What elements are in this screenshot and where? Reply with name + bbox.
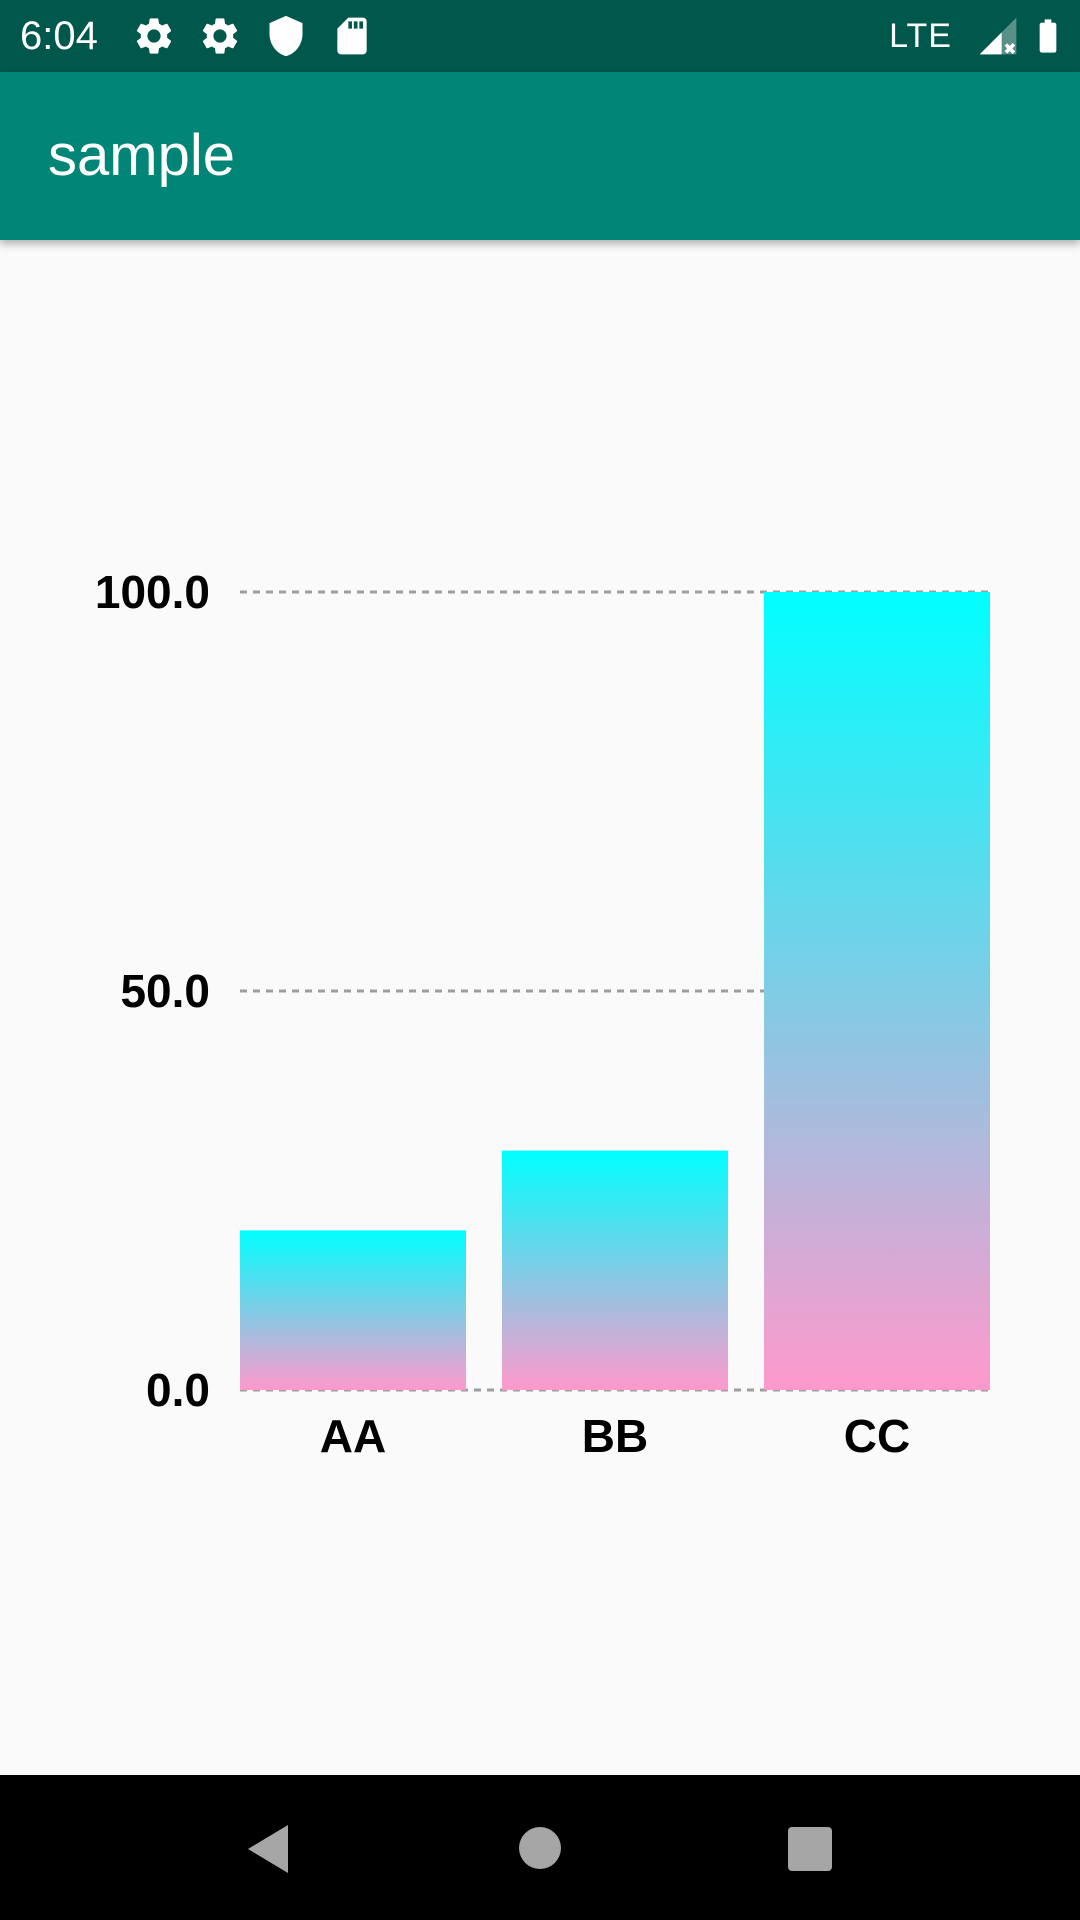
settings-icon <box>202 18 238 54</box>
x-tick-label: BB <box>582 1410 648 1462</box>
sd-card-icon <box>337 17 367 55</box>
recents-icon[interactable] <box>787 1826 833 1872</box>
y-tick-label: 0.0 <box>146 1364 210 1416</box>
x-tick-label: AA <box>320 1410 386 1462</box>
battery-icon <box>1039 19 1057 53</box>
shield-icon <box>269 15 303 57</box>
bar-aa <box>240 1230 466 1390</box>
status-bar: 6:04 LTE <box>0 0 1080 72</box>
y-axis-labels: 0.0 50.0 100.0 <box>95 566 210 1416</box>
x-axis-labels: AA BB CC <box>320 1410 910 1462</box>
navigation-bar <box>0 1775 1080 1920</box>
back-icon[interactable] <box>244 1823 292 1875</box>
x-tick-label: CC <box>844 1410 910 1462</box>
signal-icon <box>979 17 1017 55</box>
network-type: LTE <box>889 17 952 55</box>
app-bar: sample <box>0 72 1080 240</box>
home-icon[interactable] <box>518 1826 562 1870</box>
status-time: 6:04 <box>20 14 98 58</box>
bar-bb <box>502 1150 728 1390</box>
bar-cc <box>764 592 990 1390</box>
settings-icon <box>136 18 172 54</box>
app-title: sample <box>48 123 235 188</box>
bar-chart: 0.0 50.0 100.0 AA BB CC <box>95 566 990 1462</box>
y-tick-label: 100.0 <box>95 566 210 618</box>
bars <box>240 592 990 1390</box>
y-tick-label: 50.0 <box>120 965 210 1017</box>
